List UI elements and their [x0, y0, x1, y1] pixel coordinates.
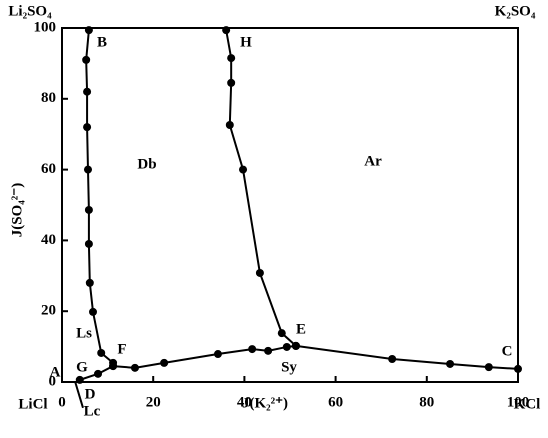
point: [160, 358, 169, 367]
region-label: A: [50, 364, 61, 380]
y-tick-label: 0: [49, 373, 57, 389]
point: [83, 123, 92, 132]
y-tick-label: 60: [41, 161, 56, 177]
region-label: Ls: [76, 325, 92, 341]
point: [130, 363, 139, 372]
point: [255, 268, 264, 277]
point: [388, 354, 397, 363]
region-label: C: [502, 343, 513, 359]
region-label: Ar: [364, 153, 382, 169]
y-tick-label: 20: [41, 303, 56, 319]
point: [484, 363, 493, 372]
point: [83, 165, 92, 174]
point: [282, 342, 291, 351]
corner-label: Li₂SO₄: [8, 3, 52, 19]
region-label: D: [85, 386, 96, 402]
corner-label: KCl: [514, 396, 541, 412]
point: [85, 278, 94, 287]
point: [83, 87, 92, 96]
region-label: H: [240, 34, 252, 50]
x-axis-title: J(K₂²⁺): [242, 395, 288, 411]
point: [291, 341, 300, 350]
point: [109, 362, 118, 371]
point: [97, 348, 106, 357]
corner-label: LiCl: [18, 396, 47, 412]
point: [227, 54, 236, 63]
point: [514, 364, 522, 373]
phase-line: [225, 29, 297, 347]
point: [225, 120, 234, 129]
point: [213, 350, 222, 359]
region-label: B: [97, 34, 107, 50]
x-tick-label: 0: [58, 394, 66, 410]
point: [277, 329, 286, 338]
phase-line: [295, 344, 519, 370]
point: [239, 165, 248, 174]
region-label: Db: [137, 156, 156, 172]
point: [222, 26, 231, 35]
point: [264, 346, 273, 355]
region-label: G: [76, 359, 88, 375]
region-label: F: [117, 341, 126, 357]
y-tick-label: 40: [41, 232, 56, 248]
point: [227, 78, 236, 87]
x-tick-label: 20: [146, 394, 161, 410]
corner-label: K₂SO₄: [495, 3, 536, 19]
x-tick-label: 40: [237, 394, 252, 410]
point: [248, 345, 257, 354]
phase-line: [74, 381, 84, 409]
region-label: Lc: [84, 403, 101, 419]
x-tick-label: 60: [328, 394, 343, 410]
x-tick-label: 80: [419, 394, 434, 410]
point: [446, 359, 455, 368]
x-tick-label: 100: [507, 394, 530, 410]
plot-frame: [61, 27, 519, 383]
point: [82, 55, 91, 64]
y-tick-label: 100: [34, 19, 57, 35]
point: [84, 26, 93, 35]
region-label: Sy: [281, 359, 297, 375]
region-label: E: [296, 321, 306, 337]
point: [75, 375, 84, 384]
point: [94, 369, 103, 378]
point: [84, 239, 93, 248]
y-tick-label: 80: [41, 90, 56, 106]
y-axis-title: J(SO₄²⁻): [9, 183, 25, 237]
point: [84, 205, 93, 214]
point: [89, 307, 98, 316]
